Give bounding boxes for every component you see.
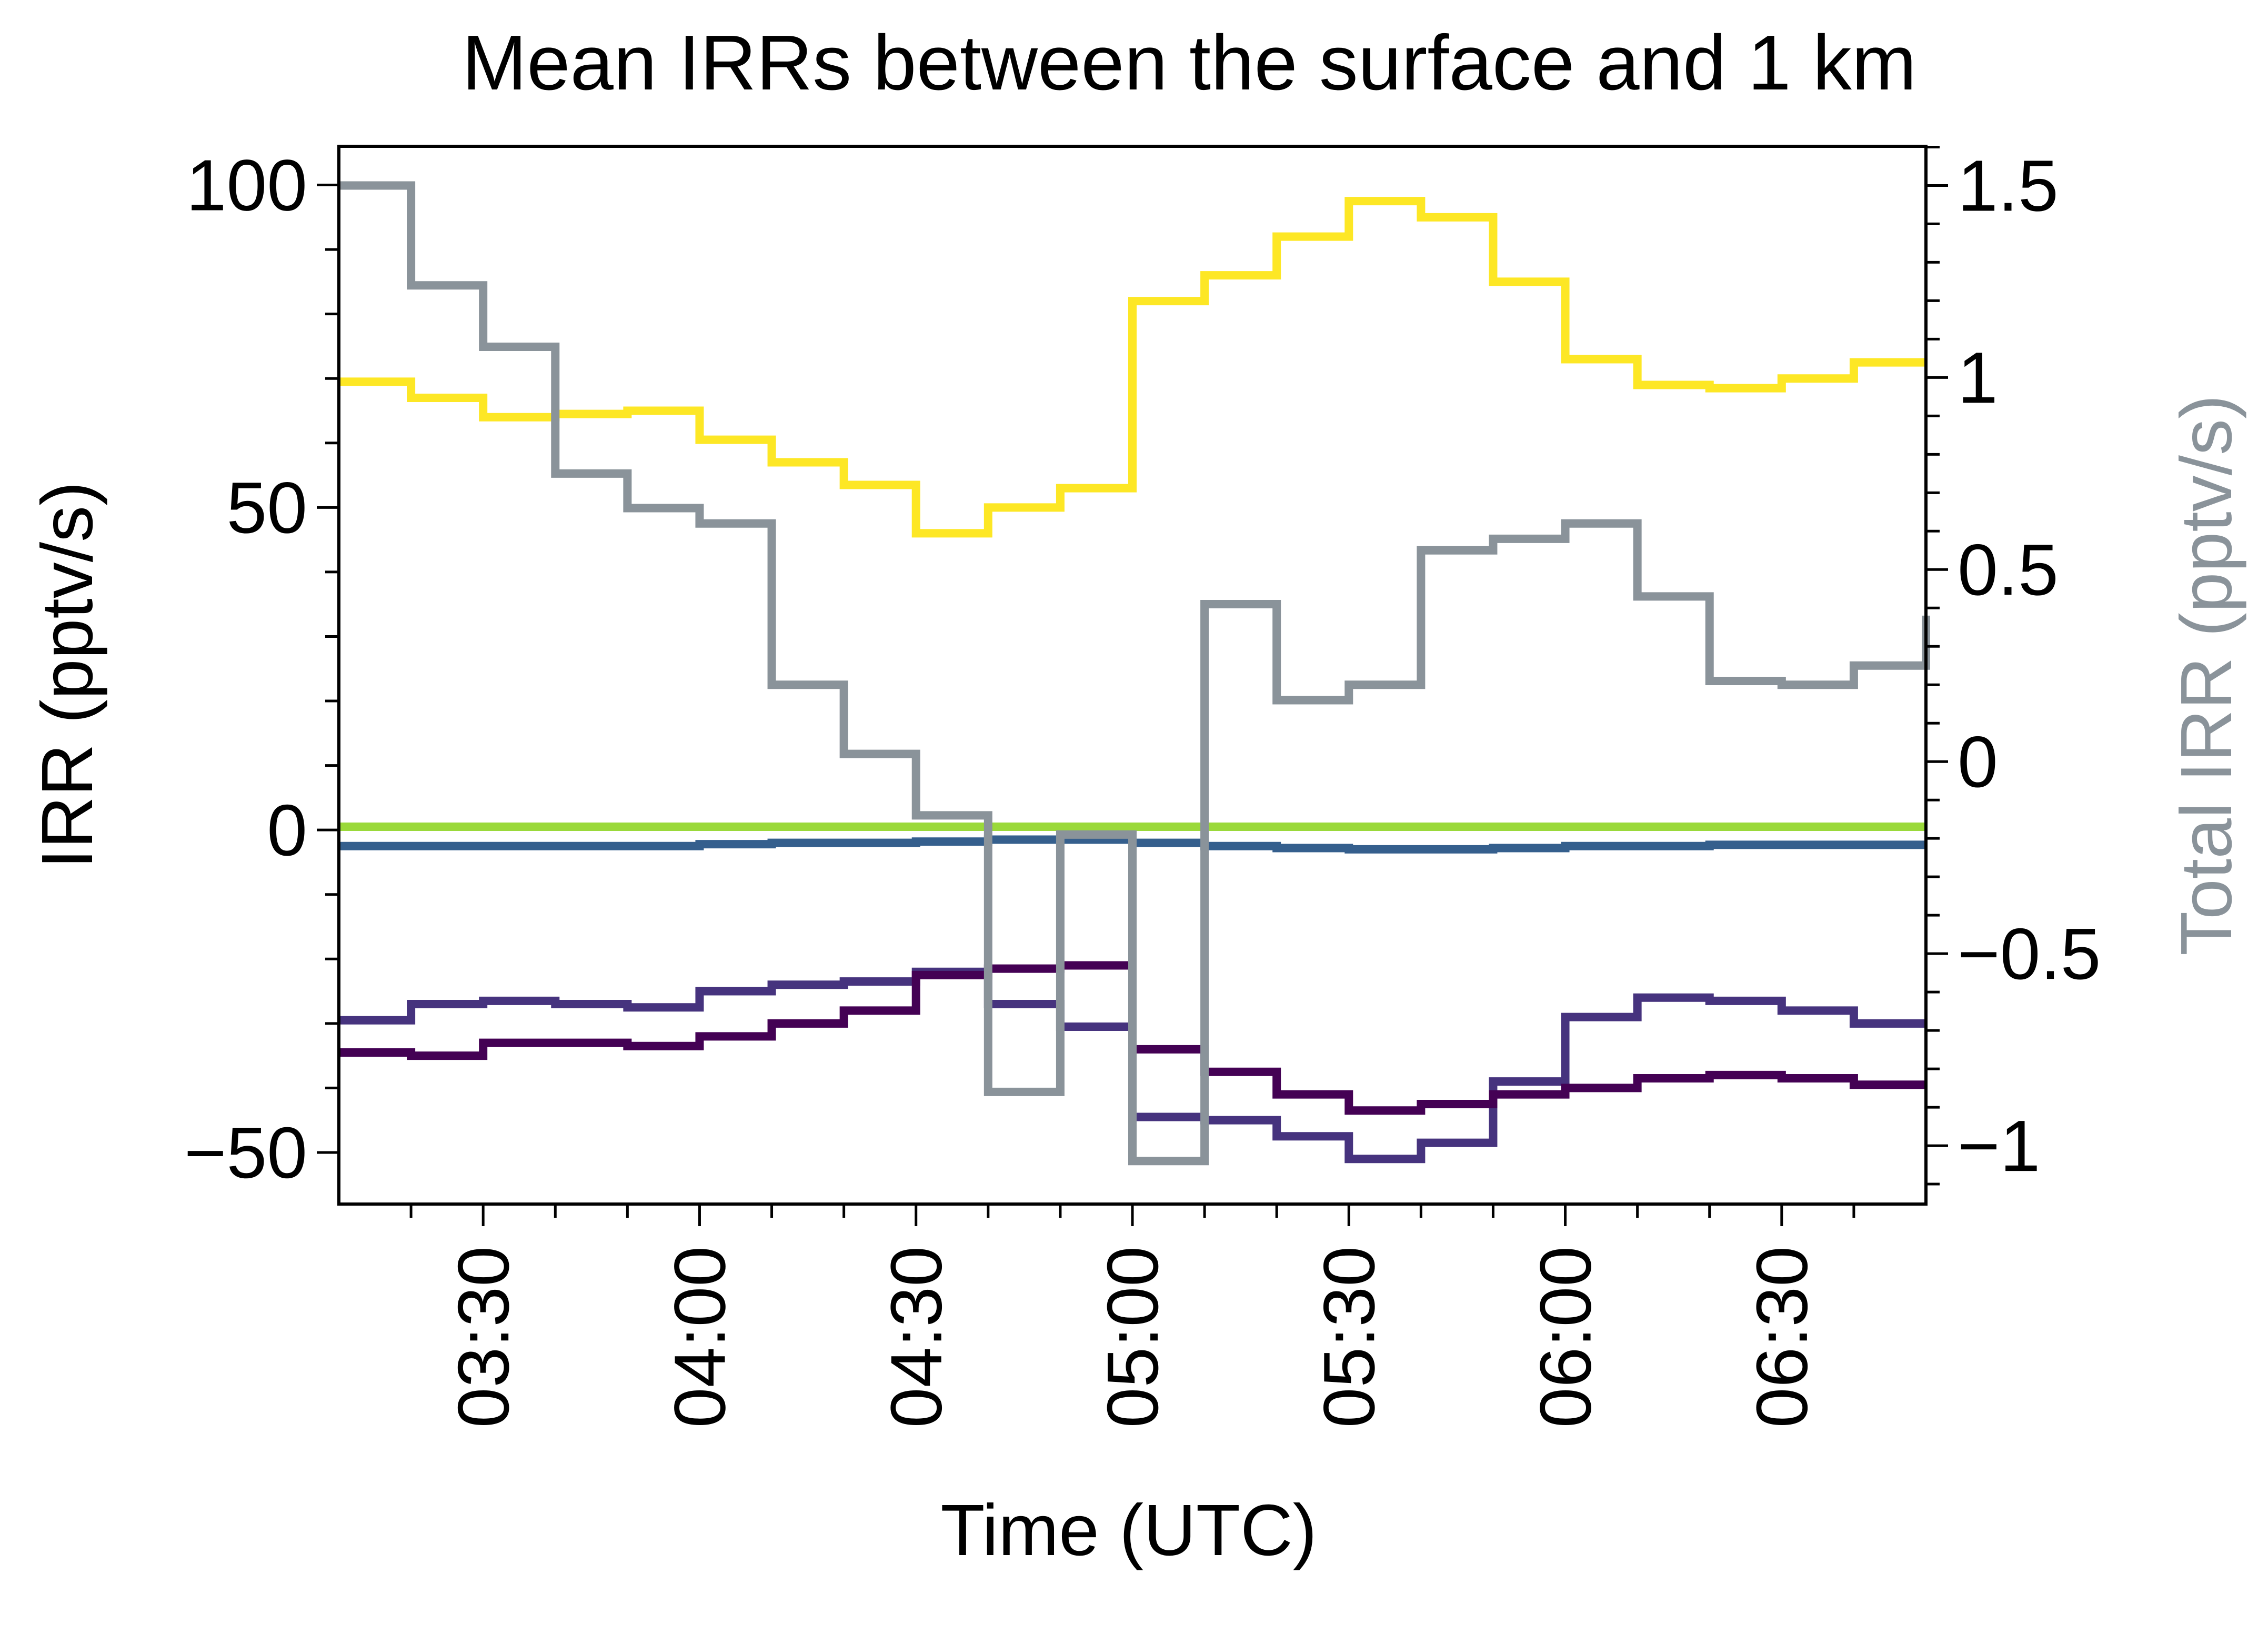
y-tick-label: 0 <box>267 790 307 871</box>
series-line-0 <box>339 197 1926 538</box>
chart-title: Mean IRRs between the surface and 1 km <box>462 19 1916 106</box>
y2-tick-label: −1 <box>1958 1106 2040 1187</box>
x-tick-label: 04:00 <box>659 1246 740 1428</box>
x-tick-label: 03:30 <box>443 1246 524 1428</box>
series-layer <box>339 181 1930 1166</box>
y2-tick-label: 1 <box>1958 337 1998 418</box>
y2-tick-label: 0 <box>1958 721 1998 803</box>
y-tick-label: 100 <box>186 145 307 226</box>
y-axis-right: −1 −0.5 0 0.5 1 1.5 <box>1926 145 2101 1187</box>
y-axis-left: −50 0 50 100 <box>184 145 339 1194</box>
y2-tick-label: 0.5 <box>1958 529 2059 610</box>
x-tick-label: 06:30 <box>1742 1246 1823 1428</box>
y2-axis-label: Total IRR (pptv/s) <box>2166 395 2247 956</box>
x-tick-label: 04:30 <box>876 1246 957 1428</box>
y-tick-label: 50 <box>227 467 308 548</box>
x-tick-label: 05:00 <box>1092 1246 1173 1428</box>
y2-tick-label: 1.5 <box>1958 145 2059 226</box>
x-tick-label: 05:30 <box>1309 1246 1390 1428</box>
y-tick-label: −50 <box>184 1112 307 1194</box>
series-line-5 <box>339 181 1930 1166</box>
x-axis-label: Time (UTC) <box>940 1490 1317 1571</box>
x-axis: 03:30 04:00 04:30 05:00 05:30 06:00 06:30 <box>409 1204 1855 1428</box>
y-axis-label: IRR (pptv/s) <box>27 482 108 869</box>
x-tick-label: 06:00 <box>1526 1246 1607 1428</box>
y2-tick-label: −0.5 <box>1958 914 2101 995</box>
series-line-2 <box>339 835 1926 854</box>
